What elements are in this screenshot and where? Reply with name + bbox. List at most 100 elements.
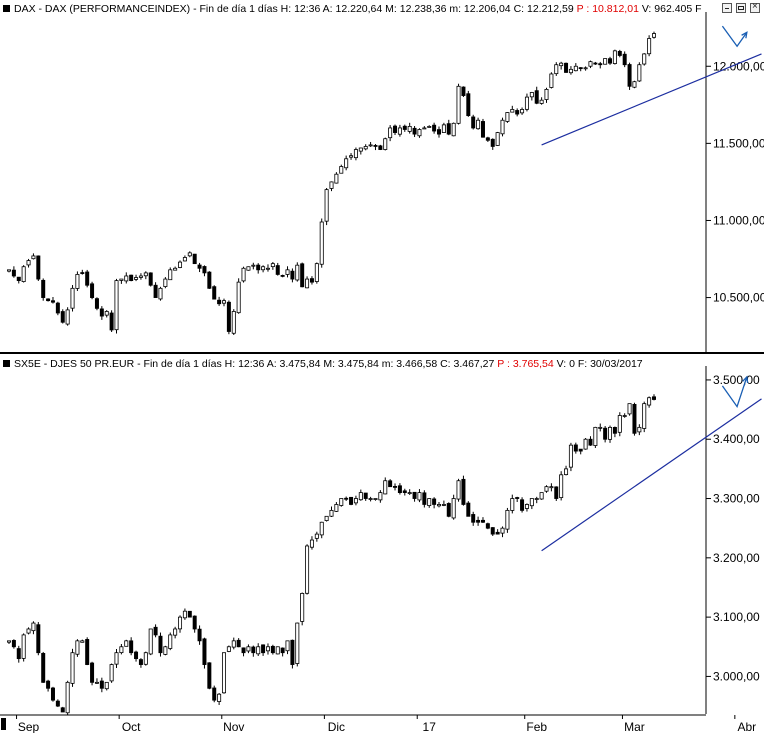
candle [114, 652, 119, 665]
candle [192, 253, 197, 265]
candle [319, 521, 324, 536]
candle [99, 308, 104, 317]
candle [544, 88, 549, 100]
y-tick-label: 3.000,00 [713, 669, 760, 683]
candle [163, 646, 168, 655]
candle [422, 492, 427, 505]
candle [539, 492, 544, 500]
x-tick-label-abr: Abr [737, 720, 756, 733]
candle [153, 284, 158, 298]
candle [285, 640, 290, 652]
candle [41, 653, 46, 683]
candle [94, 298, 99, 309]
candle [451, 498, 456, 519]
candle [226, 301, 231, 332]
candle [241, 647, 246, 654]
candle [94, 681, 99, 684]
candle [60, 707, 65, 713]
candle [75, 274, 80, 289]
candle [153, 626, 158, 636]
candle [652, 396, 657, 400]
candle [427, 498, 432, 507]
candle [363, 146, 368, 150]
minimize-icon[interactable] [722, 3, 732, 13]
candle [534, 90, 539, 104]
sx5e-header-part-0: SX5E - DJES 50 PR.EUR - Fin de día 1 día… [14, 358, 498, 370]
candle [564, 468, 569, 476]
x-tick-label-nov: Nov [223, 720, 244, 733]
candle [378, 492, 383, 501]
candle [148, 628, 153, 655]
candle [446, 503, 451, 517]
maximize-icon[interactable] [736, 3, 746, 13]
x-tick-label-mar: Mar [624, 720, 645, 733]
y-tick-label: 3.100,00 [713, 610, 760, 624]
candle [246, 646, 251, 652]
candle [275, 265, 280, 275]
candle [500, 119, 505, 135]
candle [46, 680, 51, 689]
candle [402, 490, 407, 493]
candle [466, 93, 471, 117]
candle [134, 651, 139, 660]
candle [26, 628, 31, 634]
candle [65, 309, 70, 325]
candle [485, 137, 490, 141]
candle [432, 498, 437, 505]
candle [515, 497, 520, 499]
candle [31, 622, 36, 632]
candle [349, 496, 354, 505]
candle [70, 287, 75, 309]
candle [124, 275, 129, 282]
x-tick-label-dic: Dic [328, 720, 345, 733]
candle [412, 127, 417, 135]
candle [480, 121, 485, 138]
sx5e-header-part-1: P : 3.765,54 [497, 358, 554, 370]
candle [441, 124, 446, 133]
candle [559, 474, 564, 498]
candle [16, 276, 21, 282]
candle [31, 255, 36, 260]
candle [383, 480, 388, 495]
sx5e-panel-header: SX5E - DJES 50 PR.EUR - Fin de día 1 día… [0, 355, 764, 372]
candle [520, 499, 525, 511]
candle [378, 145, 383, 150]
candle [158, 635, 163, 654]
candle [529, 92, 534, 98]
candle [353, 498, 358, 504]
candle [197, 628, 202, 642]
candle [143, 272, 148, 277]
candle [549, 486, 554, 489]
candle [373, 145, 378, 147]
candle [236, 281, 241, 314]
candle [109, 664, 114, 682]
candle [344, 497, 349, 500]
close-icon[interactable] [750, 1, 760, 13]
candle [212, 286, 217, 300]
candle [544, 486, 549, 492]
candle [358, 492, 363, 501]
candle [642, 403, 647, 429]
candle [393, 486, 398, 488]
candle [173, 628, 178, 636]
candle [456, 85, 461, 124]
candle [471, 514, 476, 523]
candle [16, 648, 21, 660]
dax-header-part-1: P : 10.812,01 [576, 3, 639, 15]
candle [168, 634, 173, 649]
candle [104, 311, 109, 316]
candle [627, 403, 632, 415]
dax-header-text: DAX - DAX (PERFORMANCEINDEX) - Fin de dí… [14, 3, 702, 15]
candle [11, 269, 16, 277]
candle [50, 300, 55, 303]
candle [182, 610, 187, 619]
candle [187, 252, 192, 257]
candle [305, 278, 310, 289]
candle [261, 644, 266, 654]
candle [578, 448, 583, 452]
candle [65, 681, 70, 714]
candle [510, 498, 515, 511]
sx5e-header-text: SX5E - DJES 50 PR.EUR - Fin de día 1 día… [14, 358, 643, 370]
candle [187, 610, 192, 618]
dax-panel-header: DAX - DAX (PERFORMANCEINDEX) - Fin de dí… [0, 0, 764, 17]
